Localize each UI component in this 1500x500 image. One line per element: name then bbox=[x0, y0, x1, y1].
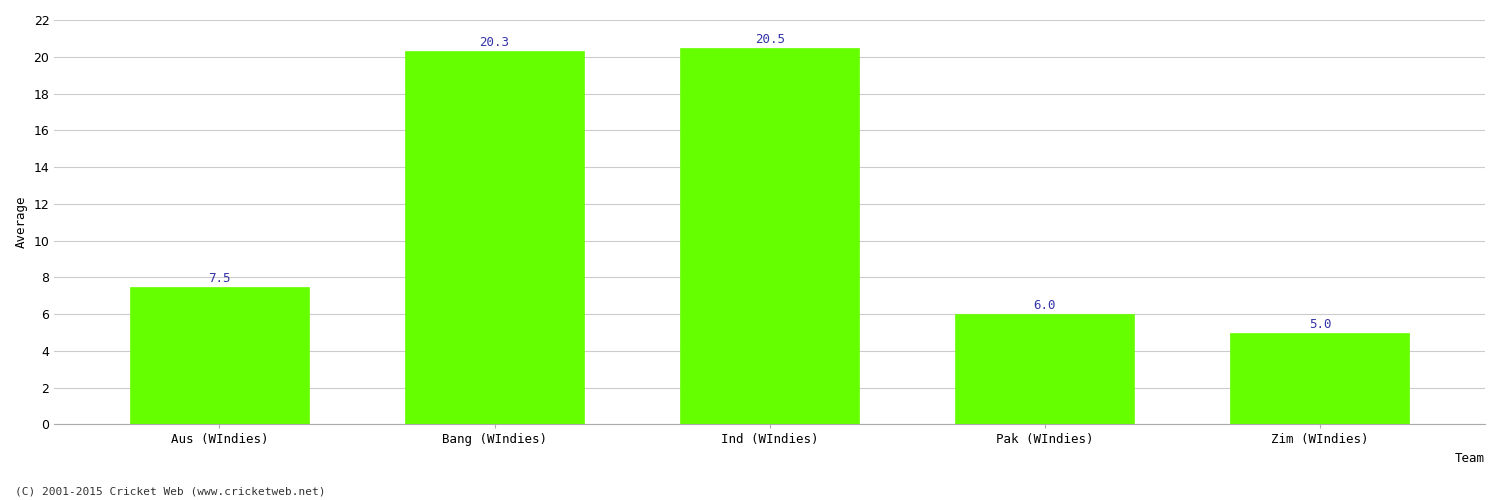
Text: 20.5: 20.5 bbox=[754, 32, 784, 46]
Text: 7.5: 7.5 bbox=[209, 272, 231, 284]
Bar bbox=[956, 314, 1134, 424]
Bar bbox=[130, 286, 309, 424]
X-axis label: Team: Team bbox=[1455, 452, 1485, 465]
Text: 6.0: 6.0 bbox=[1034, 300, 1056, 312]
Text: 5.0: 5.0 bbox=[1308, 318, 1330, 330]
Bar bbox=[1230, 332, 1410, 424]
Y-axis label: Average: Average bbox=[15, 196, 28, 248]
Bar bbox=[405, 52, 584, 424]
Text: 20.3: 20.3 bbox=[480, 36, 510, 50]
Text: (C) 2001-2015 Cricket Web (www.cricketweb.net): (C) 2001-2015 Cricket Web (www.cricketwe… bbox=[15, 487, 326, 497]
Bar bbox=[680, 48, 859, 424]
